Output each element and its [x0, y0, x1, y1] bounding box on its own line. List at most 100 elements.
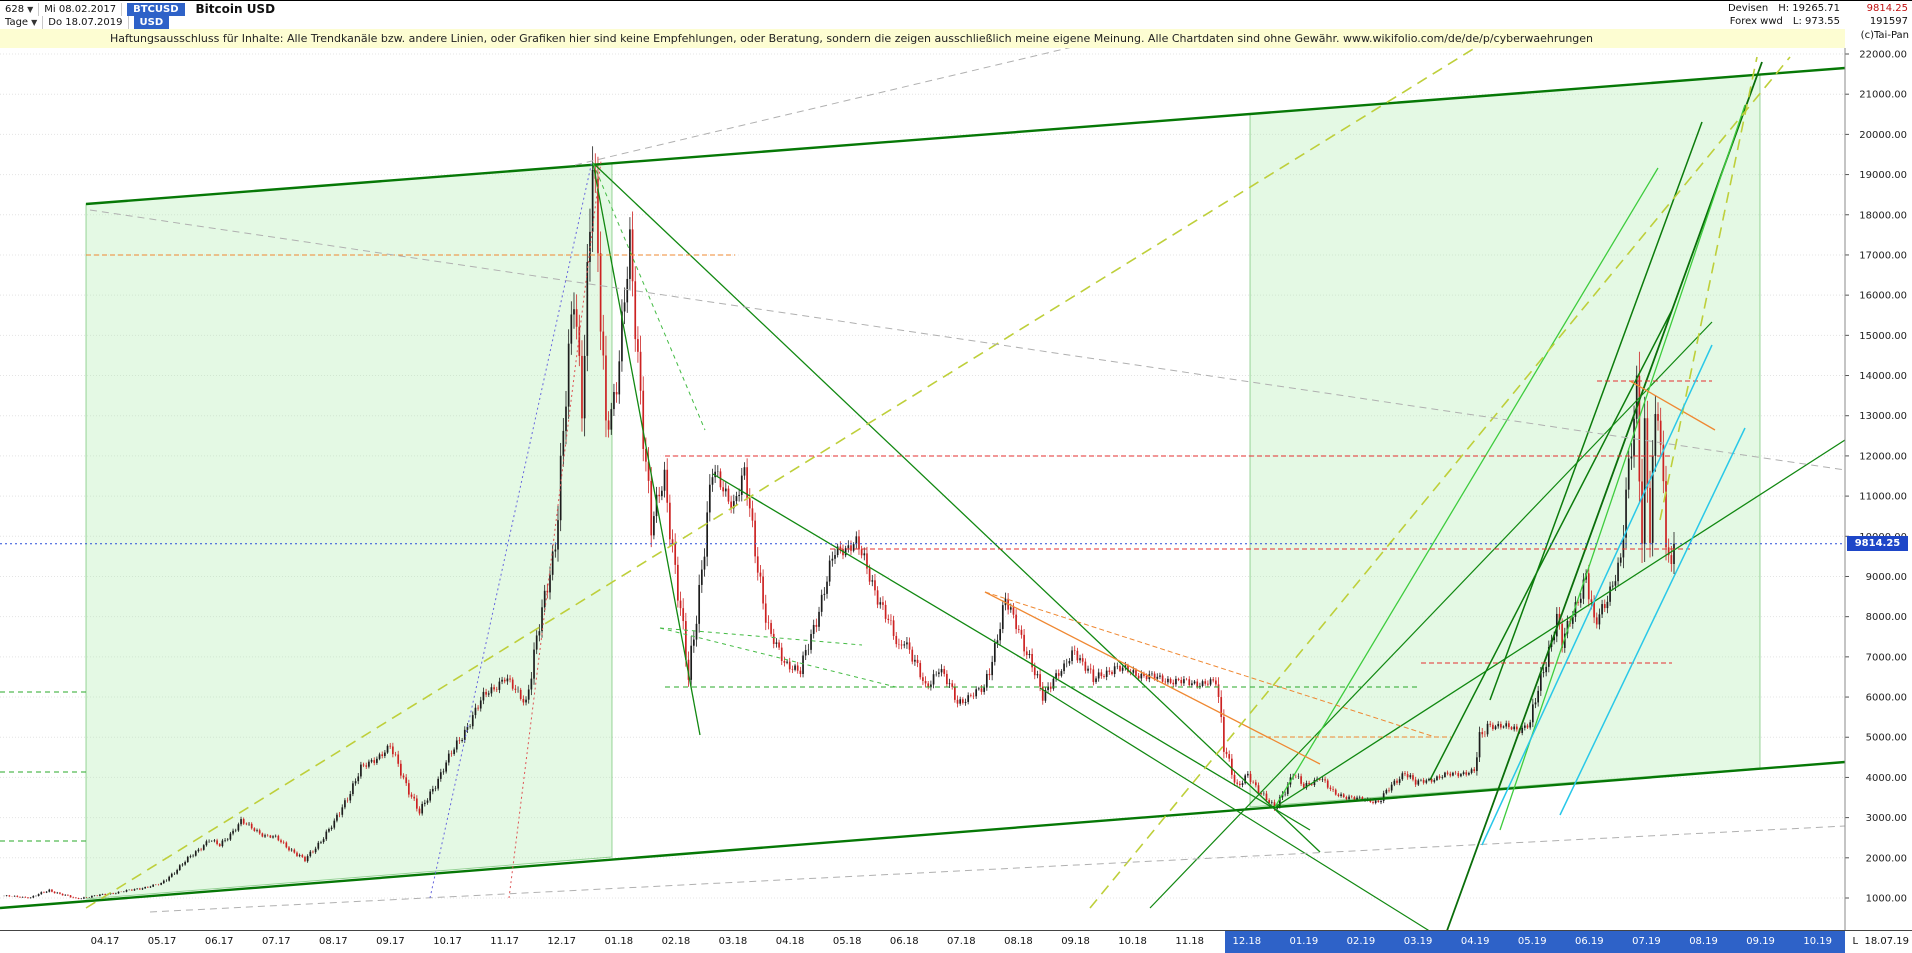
x-axis-label: 09.19	[1746, 936, 1775, 947]
x-axis-label: 05.17	[147, 936, 177, 947]
trend-line	[1659, 56, 1758, 521]
x-axis-label: 11.17	[490, 936, 519, 947]
taipan-watermark: (c)Tai-Pan	[1860, 30, 1909, 41]
y-axis-label: 19000.00	[1859, 170, 1907, 181]
feed-label: Forex wwd	[1729, 16, 1783, 27]
x-axis-label: 06.19	[1575, 936, 1604, 947]
corner-last-price: 9814.25	[1866, 3, 1908, 14]
y-axis-label: 2000.00	[1866, 853, 1907, 864]
y-axis-label: 1000.00	[1866, 894, 1907, 905]
y-axis-label: 14000.00	[1859, 371, 1907, 382]
x-axis-label: 05.18	[832, 936, 862, 947]
trend-line	[1439, 61, 1763, 951]
trend-line	[85, 66, 1846, 206]
last-price-tag: 9814.25	[1847, 536, 1908, 552]
y-axis-label: 13000.00	[1859, 411, 1907, 422]
trend-line	[85, 45, 1479, 909]
chart-title: Bitcoin USD	[195, 1, 276, 16]
trend-line	[1499, 104, 1746, 831]
trend-line	[1429, 309, 1673, 781]
trend-line	[659, 627, 863, 646]
x-axis-label: 04.18	[775, 936, 805, 947]
header-quote-info: Devisen H: 19265.71 Forex wwd L: 973.55	[1728, 2, 1840, 28]
x-axis-label: 07.17	[261, 936, 291, 947]
corner-secondary-value: 191597	[1869, 16, 1908, 27]
disclaimer-text: Haftungsausschluss für Inhalte: Alle Tre…	[110, 31, 1594, 45]
trend-line	[592, 162, 706, 431]
y-axis-label: 8000.00	[1866, 612, 1907, 623]
x-axis-label: 09.17	[376, 936, 405, 947]
x-axis-label: 06.18	[889, 936, 919, 947]
y-axis-label: 7000.00	[1866, 652, 1907, 663]
header-corner-values: 9814.25 191597	[1867, 2, 1908, 28]
end-date-cell[interactable]: Do 18.07.2019	[43, 15, 129, 29]
high-label: H: 19265.71	[1778, 3, 1840, 14]
symbol: BTCUSD	[127, 2, 185, 16]
x-axis-label: 03.19	[1403, 936, 1433, 947]
x-axis-label: 10.19	[1803, 936, 1833, 947]
x-axis-highlight	[1225, 931, 1845, 953]
y-axis-label: 3000.00	[1866, 813, 1907, 824]
trend-line	[1489, 121, 1703, 701]
bars-count-cell[interactable]: 628 ▼	[0, 2, 40, 16]
start-date-cell[interactable]: Mi 08.02.2017	[39, 2, 123, 16]
y-axis-label: 9000.00	[1866, 572, 1907, 583]
x-axis-label: 10.18	[1118, 936, 1147, 947]
trend-line	[429, 160, 593, 899]
bars-count-dropdown-icon[interactable]: ▼	[27, 4, 34, 14]
trend-line	[149, 825, 1846, 913]
x-axis-label: 02.19	[1346, 936, 1376, 947]
y-axis-label: 18000.00	[1859, 210, 1907, 221]
trend-line	[592, 162, 701, 736]
trend-line	[1039, 687, 1461, 951]
x-axis-label: 01.19	[1289, 936, 1319, 947]
x-axis-label: 08.17	[319, 936, 348, 947]
x-axis-label: 11.18	[1175, 936, 1205, 947]
x-axis-label: 08.19	[1689, 936, 1718, 947]
x-axis-label: 02.18	[661, 936, 691, 947]
titlebar: 628 ▼ Mi 08.02.2017 BTCUSD Bitcoin USD T…	[0, 0, 1912, 29]
x-axis-label: 06.17	[204, 936, 234, 947]
trend-line	[1481, 344, 1713, 846]
x-axis-label: 04.17	[90, 936, 120, 947]
y-axis-label: 12000.00	[1859, 451, 1907, 462]
trend-line	[659, 627, 901, 689]
trend-channel-box	[1249, 73, 1761, 808]
x-axis-label: 05.19	[1517, 936, 1547, 947]
currency-cell: USD	[129, 15, 175, 29]
x-axis-label: 12.17	[547, 936, 577, 947]
x-axis-label: 08.18	[1004, 936, 1033, 947]
trend-line	[1274, 439, 1846, 808]
trend-line	[1559, 427, 1746, 816]
y-axis-label: 11000.00	[1859, 492, 1907, 503]
y-axis-label: 6000.00	[1866, 693, 1907, 704]
x-axis-label: 10.17	[433, 936, 462, 947]
currency: USD	[133, 15, 170, 29]
x-axis-label: 07.19	[1632, 936, 1661, 947]
market-label: Devisen	[1727, 3, 1769, 14]
y-axis-label: 21000.00	[1859, 90, 1907, 101]
trend-line	[984, 591, 1321, 765]
x-axis-label: 12.18	[1232, 936, 1262, 947]
x-axis-label: 03.18	[718, 936, 748, 947]
last-date-label: L 18.07.19	[1852, 936, 1909, 947]
y-axis-label: 15000.00	[1859, 331, 1907, 342]
trend-line	[1089, 56, 1791, 909]
end-date: Do 18.07.2019	[48, 16, 123, 28]
trend-line	[508, 160, 602, 899]
trend-line	[592, 162, 1321, 853]
trendlines-layer	[0, 43, 1846, 951]
y-axis-label: 22000.00	[1859, 50, 1907, 61]
period-dropdown-icon[interactable]: ▼	[31, 17, 38, 27]
period-cell[interactable]: Tage ▼	[0, 15, 44, 29]
trend-line	[712, 473, 1311, 831]
y-axis-label: 4000.00	[1866, 773, 1907, 784]
x-axis-label: 01.18	[604, 936, 634, 947]
period: Tage	[5, 16, 29, 28]
symbol-cell[interactable]: BTCUSD	[122, 2, 189, 16]
y-axis-label: 17000.00	[1859, 250, 1907, 261]
start-date: Mi 08.02.2017	[44, 3, 117, 15]
trend-line	[574, 43, 1086, 166]
